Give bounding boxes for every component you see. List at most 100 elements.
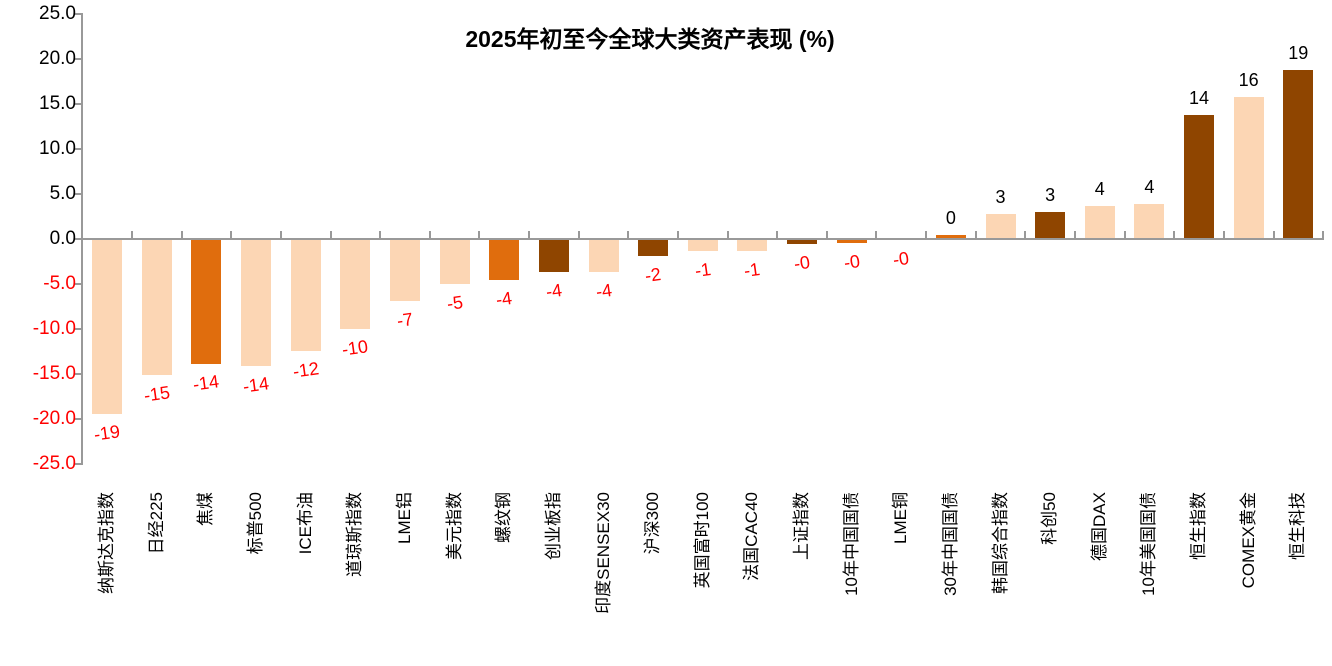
bar-value-label: 3 (995, 187, 1006, 207)
bar (737, 240, 768, 251)
x-axis-tick (776, 231, 779, 238)
y-axis-tick (74, 283, 83, 285)
y-axis-tick (74, 463, 83, 465)
x-axis-tick (279, 231, 282, 238)
y-axis-label: 25.0 (39, 3, 76, 24)
bar (340, 240, 371, 329)
y-axis-tick (74, 103, 83, 105)
bar (1184, 115, 1215, 239)
x-axis-tick (1123, 231, 1126, 238)
x-axis-tick (974, 231, 977, 238)
x-axis-tick (1024, 231, 1027, 238)
y-axis-tick (74, 328, 83, 330)
x-axis-tick (875, 231, 878, 238)
bar (1233, 97, 1264, 239)
bar-value-label: -19 (92, 421, 122, 445)
category-label: 科创50 (1040, 492, 1060, 545)
category-label: COMEX黄金 (1238, 492, 1258, 589)
bar (92, 240, 123, 414)
x-axis-tick (825, 231, 828, 238)
bar (290, 240, 321, 351)
category-label: ICE布油 (295, 492, 315, 555)
bar (1283, 70, 1314, 239)
x-axis-tick (1173, 231, 1176, 238)
x-axis-tick (180, 231, 183, 238)
bar (638, 240, 669, 256)
x-axis-tick (1322, 231, 1325, 238)
x-axis-tick (925, 231, 928, 238)
category-label: 10年中国国债 (841, 492, 861, 596)
bar-value-label: -10 (340, 336, 370, 360)
bar (787, 240, 818, 244)
y-axis-label: 15.0 (39, 93, 76, 114)
y-axis-label: 0.0 (49, 228, 76, 249)
x-axis-tick (1073, 231, 1076, 238)
y-axis-tick (74, 418, 83, 420)
category-label: 创业板指 (543, 492, 563, 560)
y-axis-label: 5.0 (49, 183, 76, 204)
category-label: 上证指数 (792, 492, 812, 560)
category-label: 道琼斯指数 (345, 492, 365, 577)
y-axis-tick (74, 148, 83, 150)
x-axis-tick (1222, 231, 1225, 238)
bar (538, 240, 569, 272)
x-axis-tick (676, 231, 679, 238)
category-label: 日经225 (146, 492, 166, 555)
category-label: 标普500 (246, 492, 266, 555)
y-axis-tick (74, 373, 83, 375)
bar (836, 240, 867, 243)
bar-value-label: 14 (1189, 88, 1210, 108)
category-label: 30年中国国债 (940, 492, 960, 596)
y-axis-label: -10.0 (32, 318, 76, 339)
y-axis-tick (74, 238, 83, 240)
category-label: LME铝 (394, 492, 414, 544)
bar (439, 240, 470, 284)
category-label: 德国DAX (1089, 492, 1109, 561)
category-label: 焦煤 (196, 492, 216, 526)
bar (588, 240, 619, 272)
x-axis-tick (131, 231, 133, 238)
y-axis-label: -5.0 (43, 273, 76, 294)
category-label: 印度SENSEX30 (593, 492, 613, 614)
y-axis-label: 10.0 (39, 138, 76, 159)
category-label: 10年美国国债 (1139, 492, 1159, 596)
category-label: 恒生指数 (1189, 492, 1209, 560)
y-axis-label: 20.0 (39, 48, 76, 69)
x-axis-tick (627, 231, 630, 238)
bar (1084, 206, 1115, 239)
bar (489, 240, 520, 280)
y-axis-tick (74, 58, 83, 60)
category-label: 恒生科技 (1288, 492, 1308, 560)
bar (389, 240, 420, 301)
x-axis-tick (329, 231, 332, 238)
category-label: 螺纹钢 (494, 492, 514, 543)
bar-value-label: 0 (945, 208, 956, 228)
x-axis-line (81, 238, 1324, 240)
bar (141, 240, 172, 375)
bar (985, 214, 1016, 239)
x-axis-tick (230, 231, 233, 238)
x-axis-tick (478, 231, 481, 238)
bar (241, 240, 272, 366)
bar-value-label: 4 (1094, 179, 1105, 199)
bar-value-label: 19 (1288, 43, 1309, 63)
y-axis-tick (74, 13, 83, 15)
y-axis-tick (74, 193, 83, 195)
x-axis-tick (577, 231, 580, 238)
x-axis-tick (1272, 231, 1275, 238)
bar-value-label: 16 (1238, 70, 1259, 90)
y-axis-label: -25.0 (32, 453, 76, 474)
bar-value-label: 3 (1045, 185, 1056, 205)
category-label: 纳斯达克指数 (97, 492, 117, 594)
bar (935, 235, 966, 239)
x-axis-tick (528, 231, 531, 238)
x-axis-tick (726, 231, 729, 238)
bar-value-label: 4 (1144, 177, 1155, 197)
y-axis-label: -15.0 (32, 363, 76, 384)
bar (1134, 204, 1165, 239)
category-label: LME铜 (891, 492, 911, 544)
category-label: 英国富时100 (692, 492, 712, 589)
bar (687, 240, 718, 251)
category-label: 法国CAC40 (742, 492, 762, 581)
